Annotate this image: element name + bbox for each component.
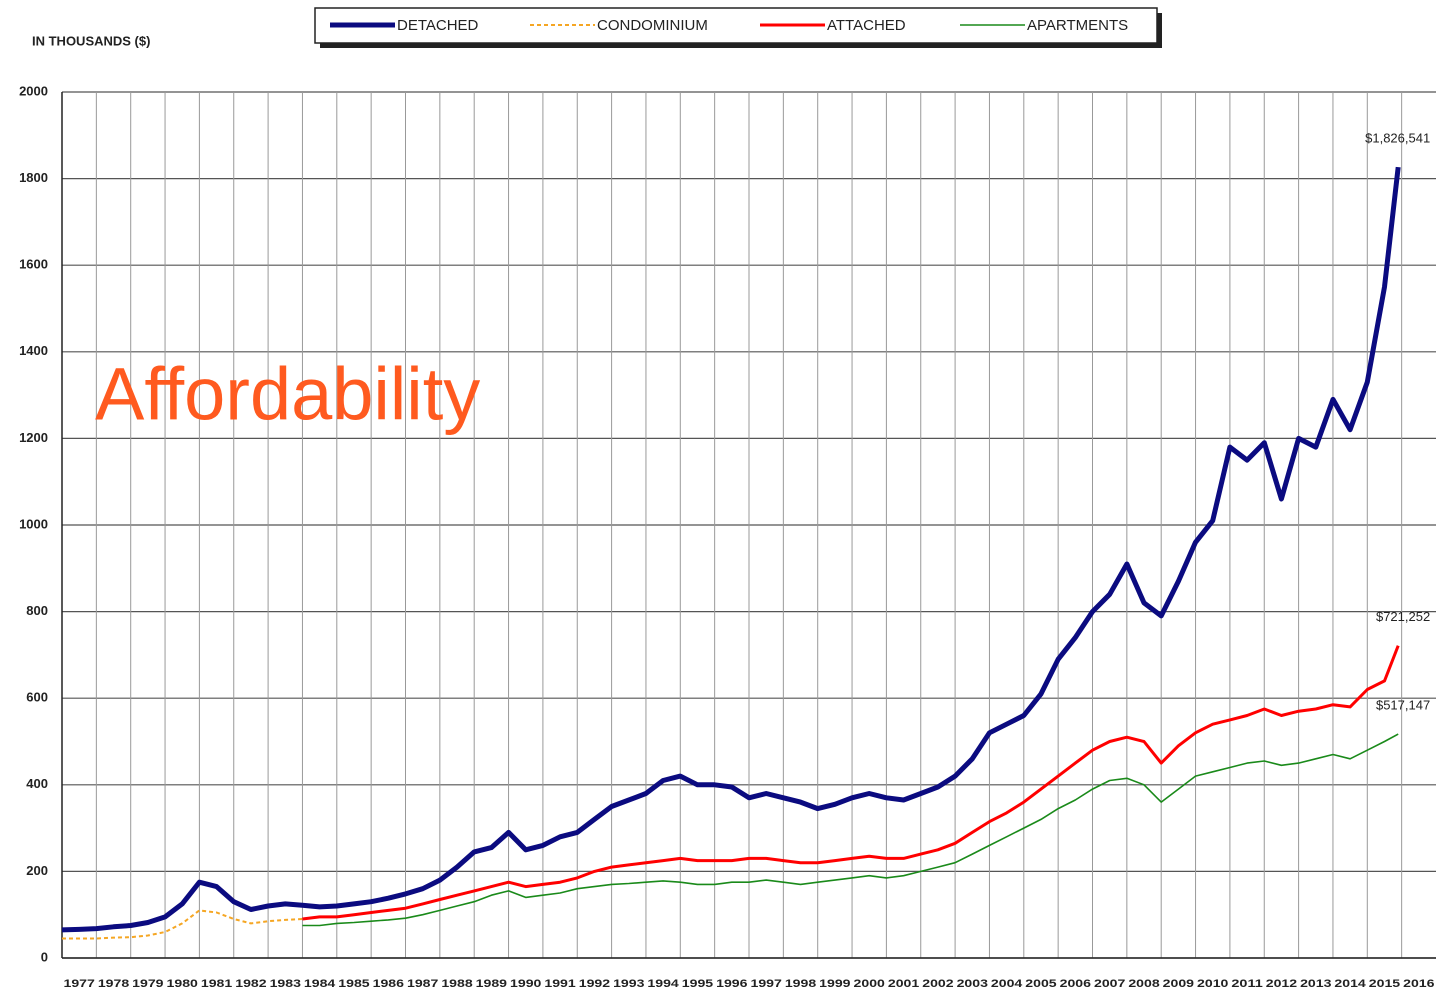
- x-tick-label: 1987: [407, 978, 438, 990]
- y-tick-label: 600: [26, 690, 48, 705]
- x-tick-label: 2008: [1128, 978, 1159, 990]
- x-tick-label: 2006: [1060, 978, 1091, 990]
- x-tick-label: 2007: [1094, 978, 1125, 990]
- series-line: [62, 909, 303, 940]
- end-label: $517,147: [1376, 698, 1430, 713]
- x-tick-label: 2013: [1300, 978, 1331, 990]
- x-tick-label: 1997: [751, 978, 782, 990]
- end-label: $721,252: [1376, 609, 1430, 624]
- y-tick-label: 1400: [19, 343, 48, 358]
- end-label: $1,826,541: [1365, 131, 1430, 146]
- x-tick-label: 2010: [1197, 978, 1228, 990]
- y-tick-label: 1000: [19, 516, 48, 531]
- x-tick-label: 2001: [888, 978, 919, 990]
- x-tick-label: 2000: [854, 978, 885, 990]
- x-tick-label: 2011: [1231, 978, 1262, 990]
- y-tick-label: 2000: [19, 83, 48, 98]
- x-tick-label: 1983: [270, 978, 301, 990]
- x-tick-label: 1986: [373, 978, 404, 990]
- x-tick-label: 1999: [819, 978, 850, 990]
- x-tick-label: 2003: [957, 978, 988, 990]
- x-tick-label: 1996: [716, 978, 747, 990]
- series-line: [302, 645, 1400, 921]
- legend-label: ATTACHED: [827, 17, 906, 34]
- y-tick-label: 1200: [19, 430, 48, 445]
- overlay-title: Affordability: [95, 353, 480, 436]
- series-line: [302, 733, 1399, 927]
- x-tick-label: 2012: [1266, 978, 1297, 990]
- x-tick-label: 2005: [1025, 978, 1056, 990]
- legend-label: CONDOMINIUM: [597, 17, 708, 34]
- x-tick-label: 2009: [1163, 978, 1194, 990]
- x-tick-label: 1978: [98, 978, 129, 990]
- y-tick-label: 200: [26, 863, 48, 878]
- axis-label: IN THOUSANDS ($): [32, 33, 150, 48]
- y-tick-label: 1800: [19, 170, 48, 185]
- y-tick-label: 0: [41, 949, 48, 964]
- x-tick-label: 1989: [476, 978, 507, 990]
- y-tick-label: 1600: [19, 257, 48, 272]
- legend-label: DETACHED: [397, 17, 479, 34]
- x-tick-label: 1979: [132, 978, 163, 990]
- x-tick-label: 1981: [201, 978, 232, 990]
- x-tick-label: 1991: [544, 978, 575, 990]
- x-tick-label: 1984: [304, 978, 336, 990]
- x-tick-label: 2004: [991, 978, 1023, 990]
- x-tick-label: 1993: [613, 978, 644, 990]
- legend-label: APARTMENTS: [1027, 17, 1128, 34]
- x-tick-label: 2016: [1403, 978, 1434, 990]
- y-tick-label: 400: [26, 776, 48, 791]
- x-tick-label: 1992: [579, 978, 610, 990]
- x-tick-label: 1990: [510, 978, 541, 990]
- x-tick-label: 1998: [785, 978, 816, 990]
- series-line: [61, 166, 1401, 933]
- x-tick-label: 1988: [441, 978, 472, 990]
- x-tick-label: 1977: [64, 978, 95, 990]
- x-tick-label: 1994: [647, 978, 679, 990]
- x-tick-label: 1982: [235, 978, 266, 990]
- x-tick-label: 1980: [167, 978, 198, 990]
- y-tick-label: 800: [26, 603, 48, 618]
- x-tick-label: 1995: [682, 978, 713, 990]
- x-tick-label: 2014: [1334, 978, 1366, 990]
- x-tick-label: 2002: [922, 978, 953, 990]
- x-tick-label: 1985: [338, 978, 369, 990]
- x-tick-label: 2015: [1369, 978, 1400, 990]
